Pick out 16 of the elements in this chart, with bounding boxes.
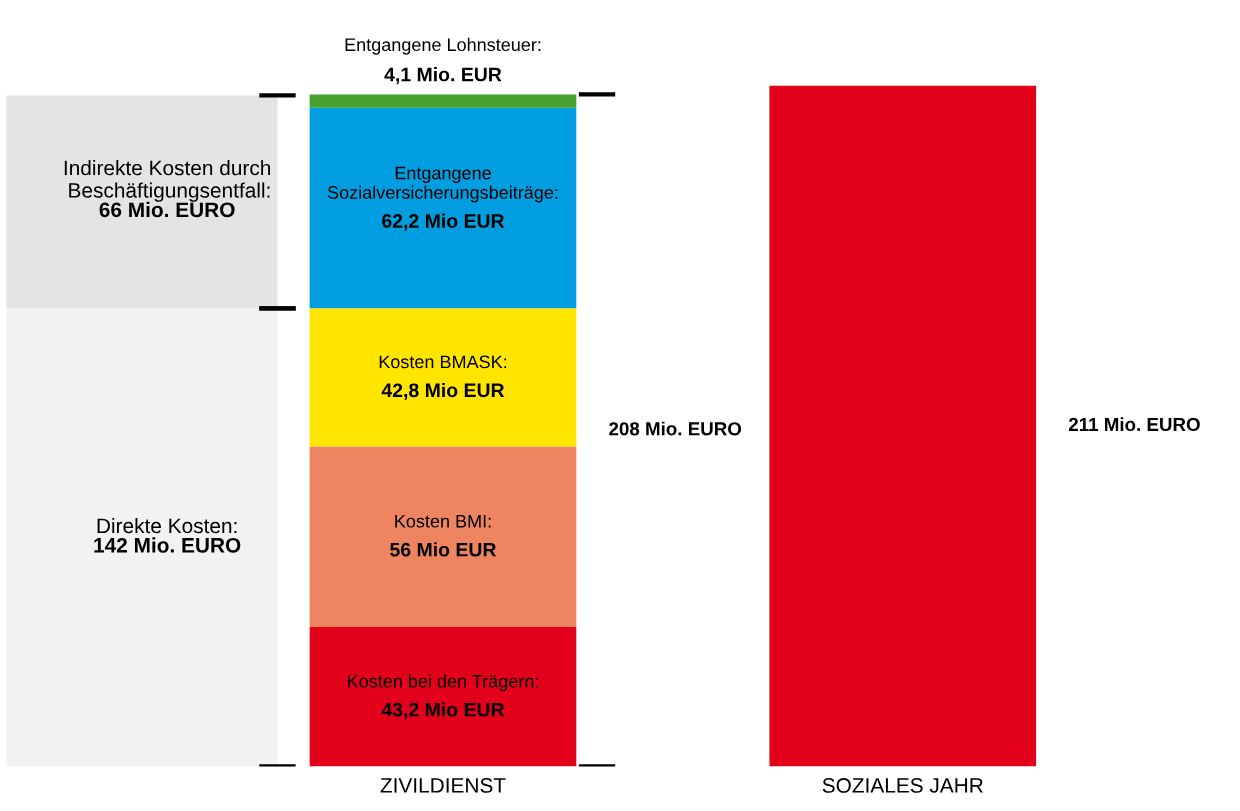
x-tick-label: ZIVILDIENST [380,778,506,793]
data-label: 4,1 Mio. EUR [384,67,502,85]
series-label: Kosten bei den Trägern: [348,674,538,692]
data-label: 43,2 Mio EUR [381,702,505,720]
series-label: Kosten BMASK: [379,355,507,369]
data-label: 62,2 Mio EUR [382,213,505,231]
data-label: 56 Mio EUR [390,542,497,557]
total-label: 211 Mio. EURO [1068,417,1200,432]
total-label: 208 Mio. EURO [609,421,742,436]
band-label: Direkte Kosten: 142 Mio. EURO [94,517,241,553]
data-label: 42,8 Mio EUR [381,382,505,401]
series-label: Kosten BMI: [395,514,491,528]
series-label: Entgangene Sozialversicherungsbeiträge: [327,166,558,203]
x-tick-label: SOZIALES JAHR [822,778,983,793]
text: Entgangene Lohnsteuer: [345,37,541,55]
band-label: Indirekte Kosten durch Beschäftigungsentfall: 66 Mio. EURO [64,160,270,218]
